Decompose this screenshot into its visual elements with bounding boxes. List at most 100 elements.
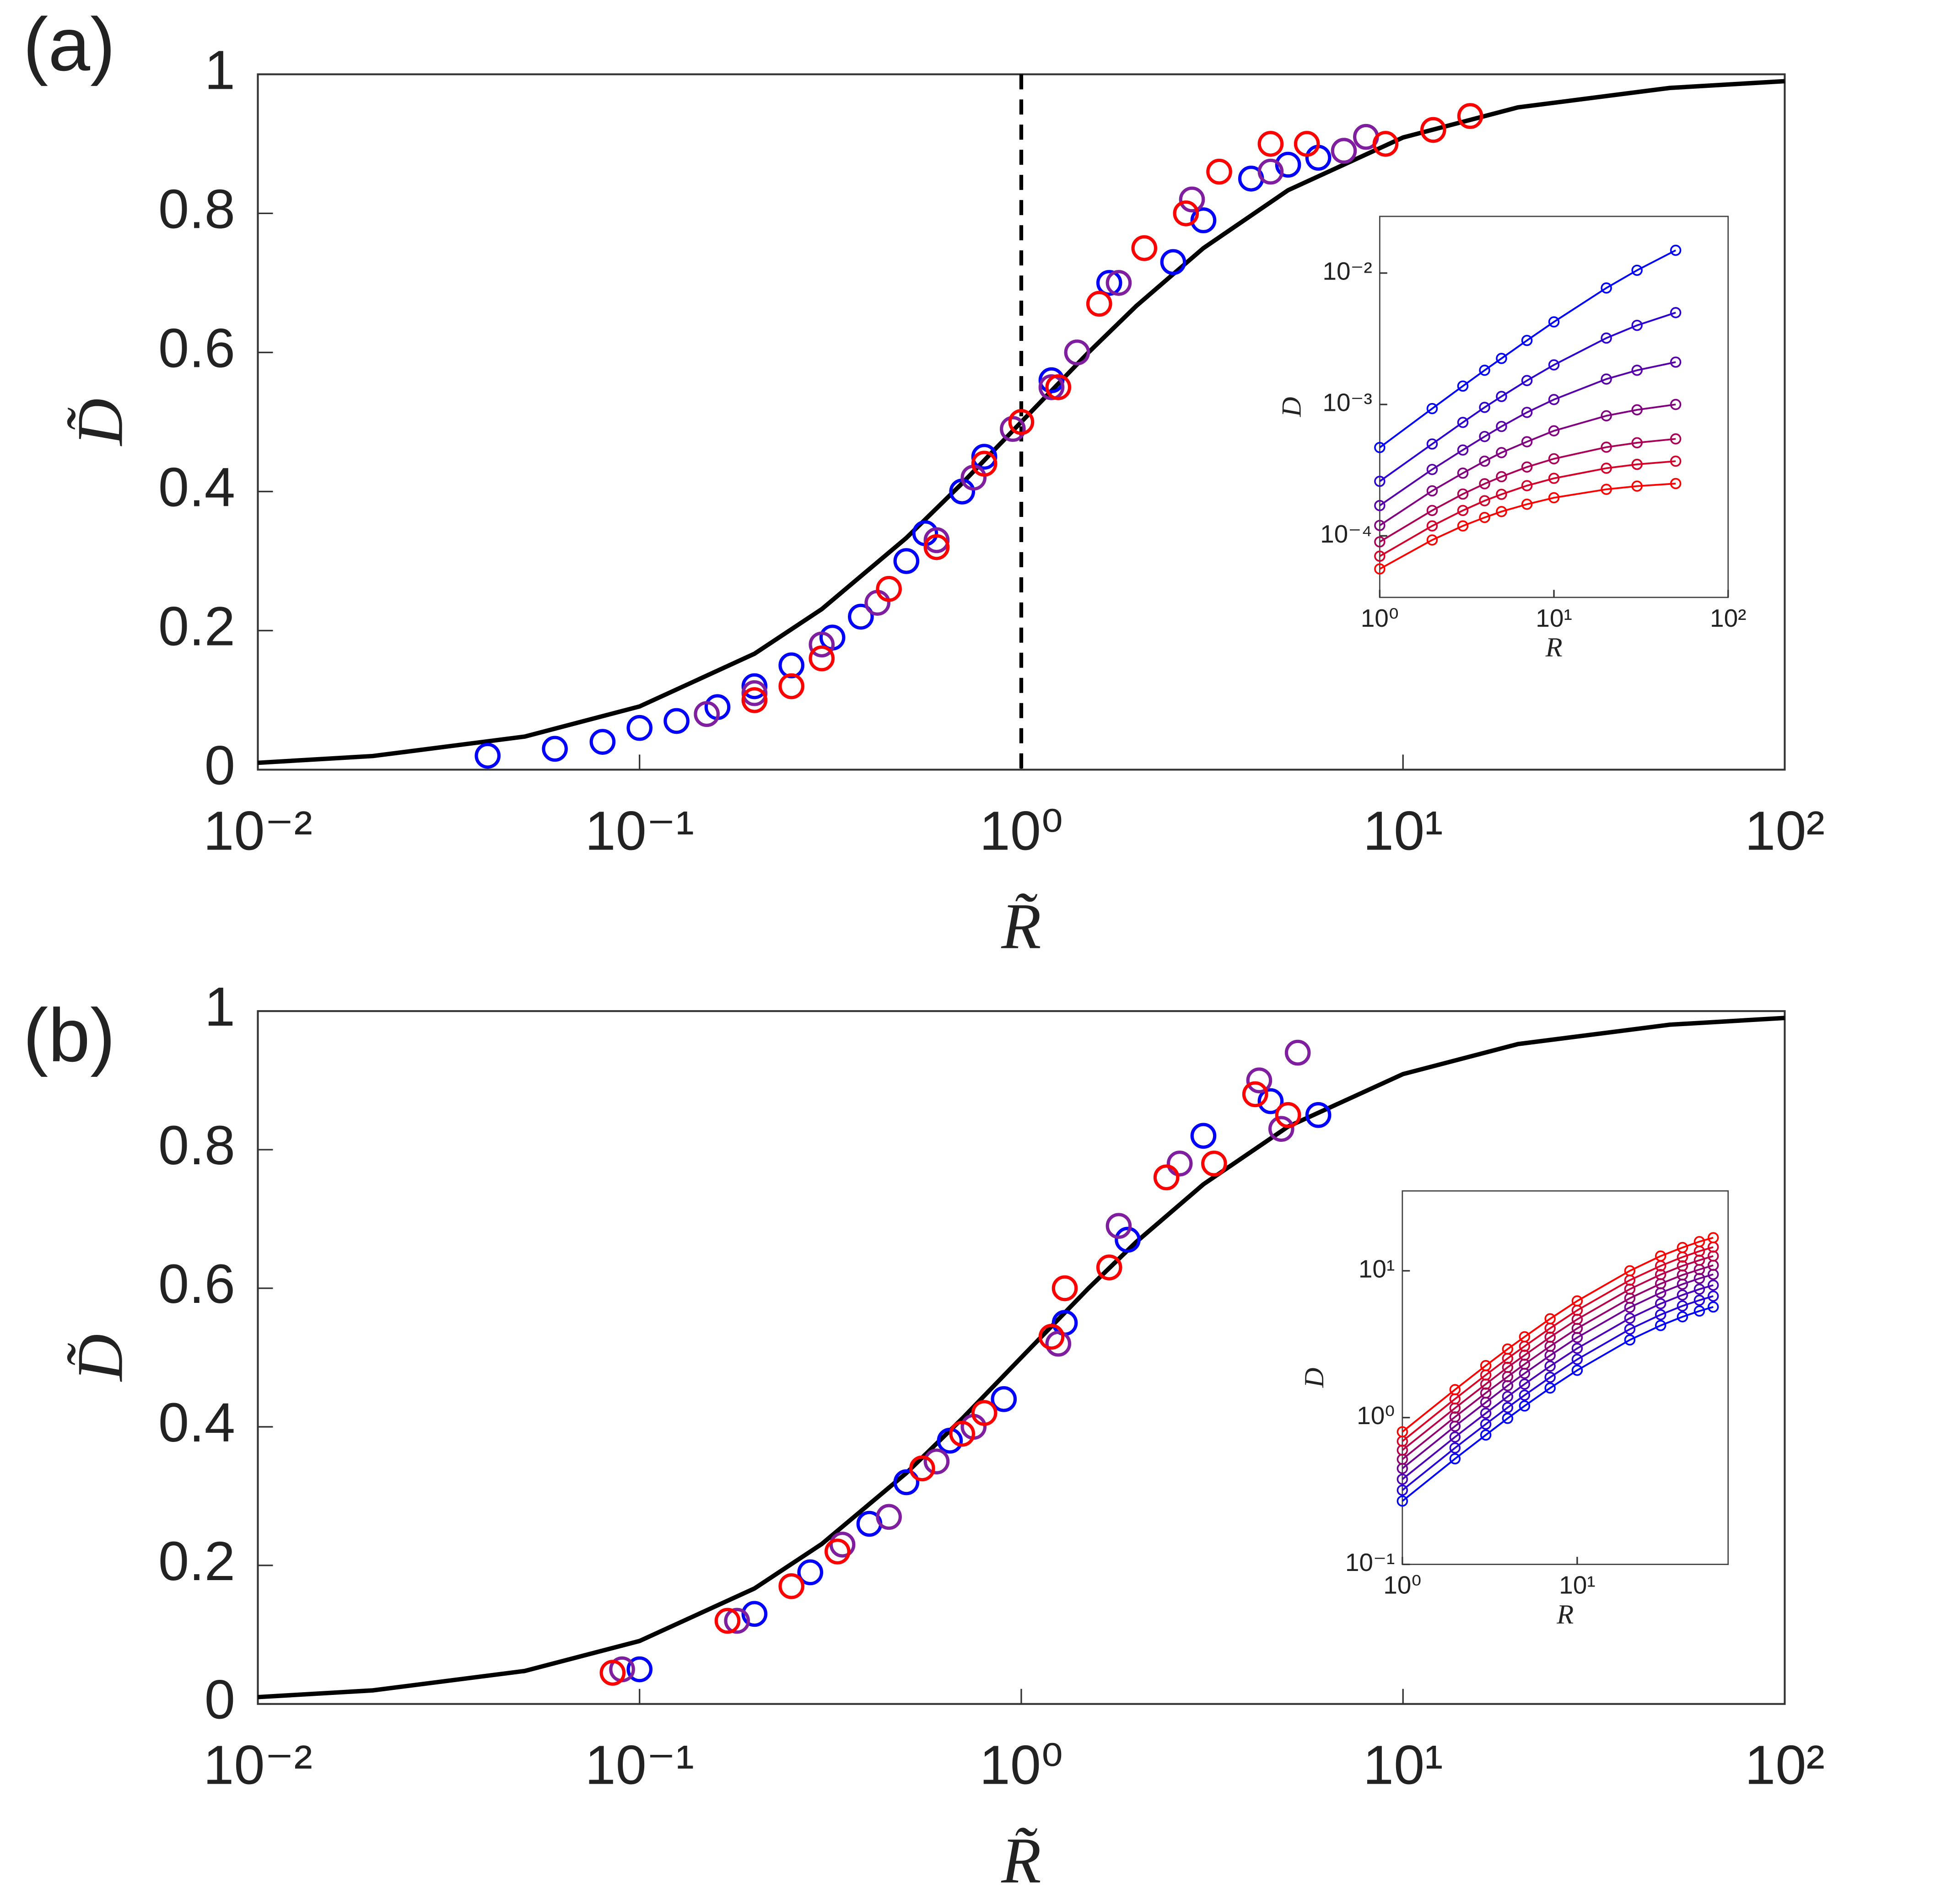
data-point — [1374, 550, 1386, 562]
data-point — [1521, 461, 1533, 473]
data-point — [741, 673, 768, 699]
data-point — [1521, 407, 1533, 418]
data-point — [848, 603, 874, 630]
data-point — [1374, 536, 1386, 548]
series-line — [1402, 1246, 1714, 1442]
data-point — [1519, 1331, 1531, 1343]
y-axis-label: D̃ — [64, 398, 136, 446]
data-point — [893, 548, 920, 574]
data-point — [1257, 131, 1284, 157]
data-point — [1655, 1309, 1666, 1321]
data-point — [1372, 131, 1399, 157]
data-point — [1105, 270, 1132, 296]
data-point — [1677, 1242, 1688, 1253]
data-point — [1519, 1389, 1531, 1401]
data-point — [542, 736, 568, 762]
data-point — [1457, 520, 1469, 532]
data-point — [1624, 1334, 1636, 1346]
data-point — [1693, 1236, 1705, 1248]
data-point — [1677, 1300, 1688, 1312]
data-point — [1374, 442, 1386, 453]
data-point — [923, 534, 950, 560]
y-axis-label: D̃ — [64, 1334, 136, 1382]
data-point — [741, 1601, 768, 1627]
data-point — [741, 680, 768, 706]
data-point — [1502, 1343, 1514, 1355]
data-point — [1502, 1413, 1514, 1424]
data-point — [1670, 244, 1682, 256]
x-tick-label: 10⁻² — [203, 1734, 313, 1796]
x-axis-label: R — [1556, 1599, 1574, 1630]
y-tick-label: 0.4 — [158, 456, 235, 518]
data-point — [1426, 403, 1438, 414]
data-point — [1096, 1254, 1122, 1280]
data-point — [1548, 425, 1560, 436]
data-point — [1601, 332, 1612, 344]
data-point — [626, 1656, 653, 1683]
x-tick-label: 10¹ — [1536, 604, 1572, 632]
data-point — [1655, 1269, 1666, 1280]
y-tick-label: 0 — [205, 734, 235, 796]
data-point — [475, 742, 501, 769]
data-point — [1693, 1283, 1705, 1295]
data-point — [1275, 151, 1301, 178]
data-point — [1242, 1081, 1268, 1108]
data-point — [1160, 249, 1186, 275]
data-point — [991, 1386, 1017, 1412]
data-point — [971, 451, 998, 477]
data-point — [1426, 485, 1438, 497]
data-point — [714, 1608, 741, 1634]
x-tick-label: 10⁰ — [979, 1734, 1063, 1796]
data-point — [1480, 1418, 1492, 1430]
series-line — [1402, 1255, 1714, 1451]
data-point — [626, 715, 653, 741]
data-point — [599, 1660, 626, 1686]
data-point — [1502, 1402, 1514, 1414]
data-point — [1496, 420, 1507, 432]
data-point — [1206, 158, 1232, 185]
data-point — [1105, 1213, 1132, 1239]
data-point — [1374, 563, 1386, 575]
data-point — [663, 708, 690, 734]
data-point — [1655, 1320, 1666, 1331]
data-point — [1457, 417, 1469, 428]
data-point — [1544, 1382, 1556, 1394]
x-tick-label: 10⁰ — [979, 800, 1063, 861]
data-point — [1479, 495, 1490, 506]
plot-area — [1379, 215, 1729, 598]
data-point — [1257, 1088, 1284, 1114]
data-point — [1008, 409, 1035, 435]
data-point — [923, 527, 950, 554]
x-tick-label: 10² — [1745, 1734, 1825, 1796]
data-point — [1601, 463, 1612, 474]
data-point — [1496, 471, 1507, 483]
y-tick-label: 10⁻² — [1322, 257, 1372, 285]
data-point — [1173, 200, 1199, 226]
series-line — [1379, 361, 1676, 506]
data-point — [1548, 453, 1560, 465]
data-point — [1268, 1116, 1294, 1142]
data-point — [1457, 468, 1469, 479]
data-point — [1571, 1354, 1583, 1365]
data-point — [1548, 394, 1560, 405]
data-point — [1631, 480, 1643, 492]
data-point — [824, 1538, 851, 1565]
data-point — [1548, 359, 1560, 371]
y-tick-label: 0 — [205, 1669, 235, 1731]
series-line — [1379, 460, 1676, 557]
series-line — [1402, 1264, 1714, 1460]
data-point — [1201, 1151, 1227, 1177]
data-point — [1496, 391, 1507, 402]
y-tick-label: 10⁻³ — [1322, 388, 1372, 417]
series-line — [1379, 403, 1676, 527]
data-point — [1449, 1453, 1461, 1465]
data-point — [809, 645, 835, 672]
data-point — [1374, 475, 1386, 487]
data-point — [778, 673, 805, 699]
data-point — [1544, 1372, 1556, 1383]
data-point — [971, 444, 998, 470]
y-tick-label: 0.8 — [158, 178, 235, 240]
panel-label: (b) — [23, 993, 115, 1077]
panel-label: (a) — [23, 2, 115, 86]
